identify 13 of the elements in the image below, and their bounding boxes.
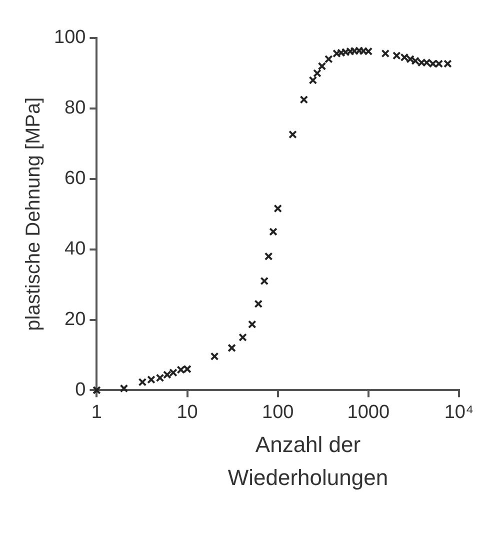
y-tick-label: 0 [75,379,86,400]
y-tick-label: 80 [64,98,86,119]
y-tick-label: 100 [54,27,86,48]
x-tick-label: 10⁴ [444,402,474,423]
y-tick-label: 60 [64,168,86,190]
y-tick-label: 40 [64,238,86,260]
x-tick-label: 100 [262,402,294,423]
x-axis-title: Anzahl der Wiederholungen [226,431,390,492]
x-tick-label: 10 [176,402,198,423]
x-tick-label: 1000 [347,402,390,423]
y-tick-label: 20 [64,308,86,330]
x-tick-label: 1 [91,402,102,423]
y-axis-title: plastische Dehnung [MPa] [22,97,45,331]
